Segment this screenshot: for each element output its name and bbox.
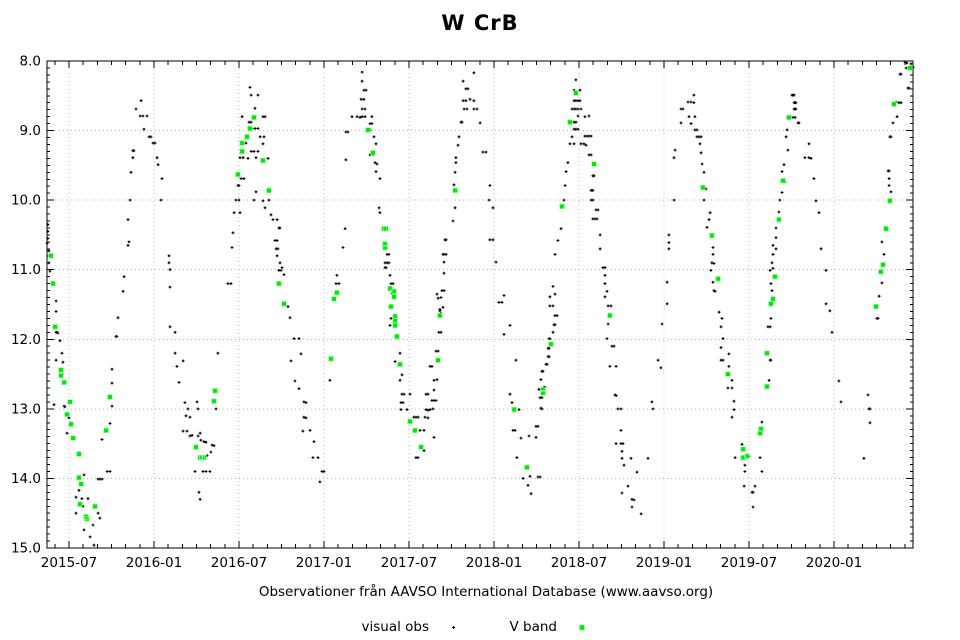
gridlines	[47, 61, 913, 548]
x-tick-label: 2019-07	[721, 555, 777, 571]
y-tick-label: 11.0	[11, 262, 41, 278]
legend-v-band-marker	[579, 624, 585, 631]
x-tick-label: 2016-01	[126, 555, 182, 571]
x-tick-label: 2017-01	[296, 555, 352, 571]
y-tick-label: 8.0	[20, 54, 41, 70]
x-tick-label: 2016-07	[211, 555, 267, 571]
plot-border	[46, 60, 914, 549]
y-tick-label: 14.0	[11, 471, 41, 487]
legend-visual-obs-label: visual obs	[361, 619, 429, 635]
x-tick-label: 2020-01	[806, 555, 862, 571]
legend-markers	[452, 624, 585, 631]
legend-visual-obs-marker	[452, 626, 456, 629]
y-tick-label: 9.0	[20, 123, 41, 139]
series-v-band	[48, 65, 913, 522]
x-tick-label: 2015-07	[41, 555, 97, 571]
y-tick-label: 10.0	[11, 193, 41, 209]
source-caption: Observationer från AAVSO International D…	[258, 584, 714, 600]
legend-v-band-label: V band	[509, 619, 558, 635]
y-tick-label: 15.0	[11, 541, 41, 557]
x-tick-label: 2018-01	[466, 555, 522, 571]
y-tick-label: 13.0	[11, 401, 41, 417]
x-tick-label: 2018-07	[551, 555, 607, 571]
x-tick-label: 2017-07	[381, 555, 437, 571]
y-tick-label: 12.0	[11, 332, 41, 348]
series-visual-obs	[45, 61, 915, 547]
x-tick-label: 2019-01	[636, 555, 692, 571]
page-title: W CrB	[441, 11, 519, 35]
axis-ticks	[47, 60, 913, 549]
